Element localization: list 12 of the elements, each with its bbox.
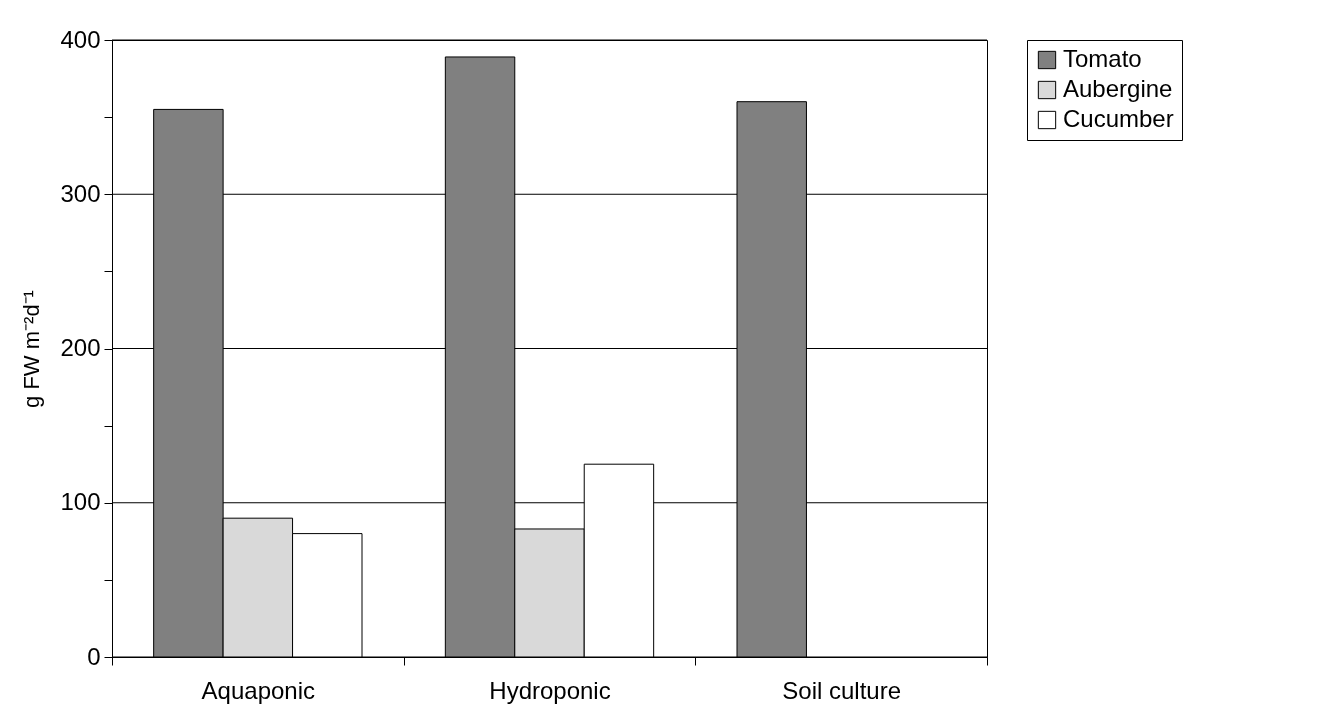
x-tick-label: Aquaponic [201,676,316,704]
y-tick-label: 0 [87,642,101,670]
x-tick-label: Hydroponic [489,676,611,704]
y-tick-label: 400 [60,25,101,53]
y-tick-label: 300 [60,179,101,207]
legend-label: Aubergine [1063,75,1173,102]
x-tick-label: Soil culture [782,676,902,704]
legend-label: Cucumber [1063,105,1174,132]
y-tick-label: 100 [60,488,101,516]
y-tick-label: 200 [60,334,101,361]
y-axis-title: g FW m⁻²d⁻¹ [19,290,45,408]
legend-label: Tomato [1063,45,1142,72]
